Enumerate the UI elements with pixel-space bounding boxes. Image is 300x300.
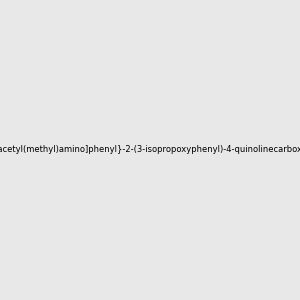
Text: N-{4-[acetyl(methyl)amino]phenyl}-2-(3-isopropoxyphenyl)-4-quinolinecarboxamide: N-{4-[acetyl(methyl)amino]phenyl}-2-(3-i… bbox=[0, 146, 300, 154]
